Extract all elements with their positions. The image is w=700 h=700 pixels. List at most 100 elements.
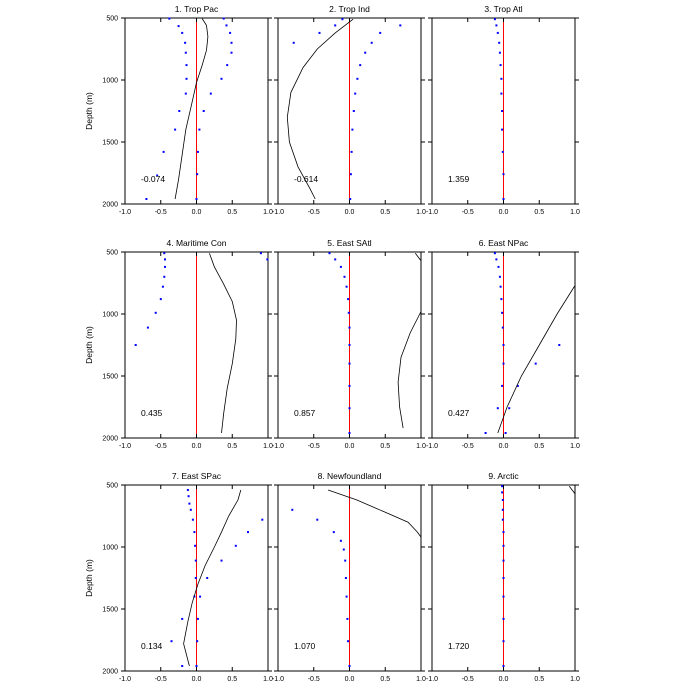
- profile-curve: [414, 252, 422, 261]
- data-point: [259, 252, 262, 255]
- data-point: [501, 311, 504, 314]
- data-point: [187, 495, 190, 498]
- data-point: [502, 577, 505, 579]
- x-tick-label: 1.0: [416, 209, 426, 216]
- data-point: [202, 110, 205, 112]
- data-point: [194, 559, 197, 562]
- profile-curve: [327, 489, 422, 538]
- data-point: [318, 31, 321, 34]
- data-point: [399, 24, 402, 27]
- data-point: [162, 150, 165, 153]
- x-tick-label: -0.5: [155, 443, 167, 450]
- data-point: [534, 362, 537, 365]
- x-tick-label: 0.5: [534, 443, 544, 450]
- data-point: [196, 617, 199, 620]
- data-point: [502, 544, 505, 547]
- profile-curve: [174, 18, 209, 200]
- x-tick-label: -1.0: [119, 676, 131, 683]
- x-tick-label: -0.5: [155, 676, 167, 683]
- panel-annotation: 1.720: [448, 641, 470, 651]
- y-tick-label: 1500: [102, 140, 118, 147]
- data-point: [266, 258, 269, 261]
- data-point: [484, 432, 487, 434]
- data-point: [195, 198, 198, 200]
- x-tick-label: 1.0: [570, 676, 580, 683]
- profile-curve: [497, 285, 576, 434]
- x-tick-label: 0.5: [534, 209, 544, 216]
- data-point: [344, 577, 347, 579]
- data-point: [502, 173, 505, 176]
- data-point: [364, 51, 367, 54]
- panel-annotation: 1.359: [448, 174, 470, 184]
- x-tick-label: 1.0: [416, 443, 426, 450]
- data-point: [501, 508, 504, 511]
- panel-title: 2. Trop Ind: [329, 4, 370, 14]
- data-point: [502, 344, 505, 346]
- data-point: [493, 252, 496, 255]
- data-point: [247, 531, 249, 534]
- data-point: [351, 128, 354, 131]
- data-point: [356, 77, 359, 80]
- data-point: [350, 150, 353, 153]
- data-point: [508, 407, 511, 410]
- data-point: [348, 384, 351, 387]
- x-tick-label: 0.0: [499, 209, 509, 216]
- profile-curve: [568, 485, 576, 494]
- data-point: [174, 128, 177, 131]
- data-point: [170, 640, 173, 643]
- panel-title: 1. Trop Pac: [175, 4, 219, 14]
- data-point: [501, 498, 504, 501]
- data-point: [348, 665, 351, 667]
- data-point: [498, 51, 501, 54]
- data-point: [188, 502, 191, 505]
- panel-5: 5. East SAtl -1.0 -0.5 0.0 0.5 1.0 0.857: [272, 238, 426, 450]
- data-point: [370, 41, 373, 44]
- data-point: [501, 384, 504, 387]
- data-point: [184, 51, 187, 54]
- data-point: [495, 24, 498, 27]
- x-tick-label: 0.5: [380, 209, 390, 216]
- data-point: [558, 344, 561, 346]
- y-axis-label: Depth (m): [84, 559, 94, 597]
- data-point: [347, 640, 350, 643]
- x-tick-label: -1.0: [426, 443, 438, 450]
- data-point: [196, 640, 199, 643]
- data-point: [220, 559, 223, 562]
- data-point: [334, 258, 337, 261]
- x-tick-label: 1.0: [263, 676, 273, 683]
- data-point: [189, 508, 192, 511]
- y-tick-label: 2000: [102, 202, 118, 209]
- data-point: [345, 595, 348, 598]
- data-point: [497, 265, 500, 268]
- y-tick-label: 2000: [102, 669, 118, 676]
- data-point: [185, 77, 188, 80]
- data-point: [339, 539, 342, 542]
- data-point: [359, 64, 362, 67]
- y-axis-label: Depth (m): [84, 326, 94, 364]
- x-tick-label: -1.0: [426, 209, 438, 216]
- panel-title: 9. Arctic: [488, 471, 519, 481]
- x-tick-label: 1.0: [416, 676, 426, 683]
- data-point: [184, 92, 187, 95]
- data-point: [184, 41, 187, 44]
- x-tick-label: 0.0: [345, 209, 355, 216]
- data-point: [334, 24, 337, 27]
- x-tick-label: 0.0: [192, 443, 202, 450]
- data-point: [229, 31, 232, 34]
- data-point: [181, 31, 184, 34]
- data-point: [339, 265, 342, 268]
- data-point: [502, 531, 505, 534]
- y-tick-label: 500: [106, 16, 118, 23]
- y-tick-label: 500: [106, 250, 118, 257]
- x-tick-label: -1.0: [272, 443, 284, 450]
- data-point: [159, 298, 162, 301]
- data-point: [352, 110, 355, 112]
- data-point: [194, 577, 197, 579]
- data-point: [341, 18, 344, 21]
- y-tick-label: 1500: [102, 607, 118, 614]
- data-point: [181, 665, 184, 667]
- data-point: [328, 252, 331, 255]
- panel-title: 6. East NPac: [479, 238, 529, 248]
- profile-curve: [397, 311, 422, 429]
- data-point: [261, 518, 264, 521]
